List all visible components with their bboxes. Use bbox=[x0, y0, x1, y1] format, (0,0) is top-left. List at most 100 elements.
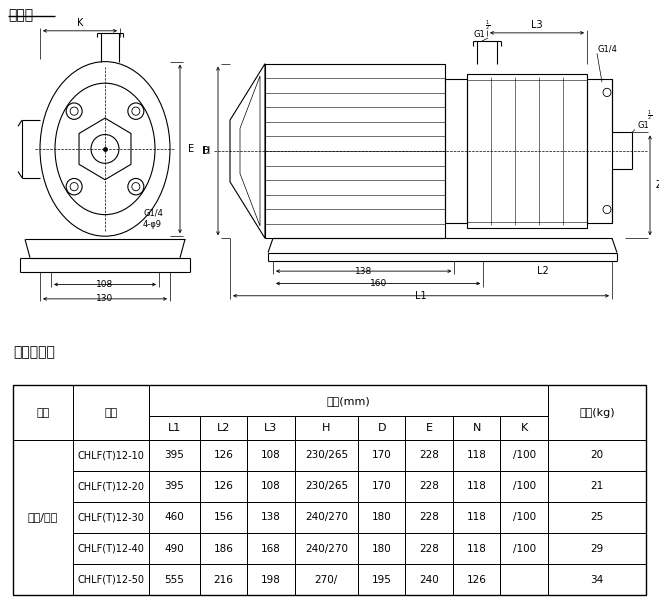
Bar bbox=[500, 471, 548, 502]
Bar bbox=[500, 533, 548, 564]
Bar bbox=[453, 471, 500, 502]
Text: L2: L2 bbox=[537, 266, 549, 276]
Text: 240/270: 240/270 bbox=[305, 543, 348, 554]
Text: G1: G1 bbox=[473, 30, 485, 39]
Text: 198: 198 bbox=[261, 575, 281, 584]
Bar bbox=[548, 502, 646, 533]
Text: 型号: 型号 bbox=[105, 408, 118, 418]
Bar bbox=[200, 416, 247, 440]
Bar bbox=[500, 440, 548, 471]
Bar bbox=[200, 564, 247, 595]
Bar bbox=[587, 79, 612, 223]
Text: 195: 195 bbox=[372, 575, 391, 584]
Text: 395: 395 bbox=[165, 450, 185, 461]
Bar bbox=[200, 440, 247, 471]
Text: D: D bbox=[378, 423, 386, 433]
Text: CHLF(T)12-30: CHLF(T)12-30 bbox=[78, 513, 144, 522]
Text: 228: 228 bbox=[419, 543, 439, 554]
Text: 186: 186 bbox=[214, 543, 233, 554]
Text: 460: 460 bbox=[165, 513, 185, 522]
Bar bbox=[149, 416, 200, 440]
Bar bbox=[13, 385, 646, 595]
Bar bbox=[405, 416, 453, 440]
Bar bbox=[467, 74, 587, 228]
Text: G1: G1 bbox=[637, 121, 648, 130]
Bar bbox=[149, 502, 200, 533]
Text: D: D bbox=[202, 146, 210, 156]
Text: 118: 118 bbox=[467, 543, 486, 554]
Bar bbox=[149, 533, 200, 564]
Text: 29: 29 bbox=[590, 543, 604, 554]
Bar bbox=[548, 533, 646, 564]
Text: 108: 108 bbox=[96, 280, 113, 289]
Text: G1/4: G1/4 bbox=[143, 208, 163, 217]
Text: Z: Z bbox=[656, 180, 659, 191]
Bar bbox=[295, 440, 358, 471]
Text: 三相/单相: 三相/单相 bbox=[28, 513, 58, 522]
Bar bbox=[295, 416, 358, 440]
Text: 138: 138 bbox=[355, 267, 372, 276]
Text: 尺寸和重量: 尺寸和重量 bbox=[13, 346, 55, 359]
Bar bbox=[405, 471, 453, 502]
Bar bbox=[149, 440, 200, 471]
Bar bbox=[405, 533, 453, 564]
Text: 395: 395 bbox=[165, 481, 185, 491]
Bar bbox=[149, 564, 200, 595]
Text: 4-φ9: 4-φ9 bbox=[143, 221, 162, 229]
Text: CHLF(T)12-40: CHLF(T)12-40 bbox=[78, 543, 144, 554]
Text: 240: 240 bbox=[419, 575, 439, 584]
Bar bbox=[247, 564, 295, 595]
Bar bbox=[295, 564, 358, 595]
Bar bbox=[247, 416, 295, 440]
Bar bbox=[73, 385, 149, 440]
Bar bbox=[548, 564, 646, 595]
Text: 228: 228 bbox=[419, 513, 439, 522]
Text: N: N bbox=[473, 423, 481, 433]
Text: 118: 118 bbox=[467, 513, 486, 522]
Text: 34: 34 bbox=[590, 575, 604, 584]
Bar bbox=[358, 440, 405, 471]
Text: 230/265: 230/265 bbox=[304, 481, 348, 491]
Text: L1: L1 bbox=[168, 423, 181, 433]
Text: 108: 108 bbox=[261, 450, 281, 461]
Text: L1: L1 bbox=[415, 291, 427, 301]
Text: L3: L3 bbox=[531, 20, 543, 30]
Text: 240/270: 240/270 bbox=[305, 513, 348, 522]
Bar bbox=[13, 385, 73, 440]
Bar bbox=[358, 471, 405, 502]
Text: H: H bbox=[202, 146, 210, 156]
Text: K: K bbox=[521, 423, 528, 433]
Bar bbox=[405, 440, 453, 471]
Text: /100: /100 bbox=[513, 450, 536, 461]
Text: CHLF(T)12-50: CHLF(T)12-50 bbox=[78, 575, 144, 584]
Text: 490: 490 bbox=[165, 543, 185, 554]
Bar bbox=[453, 502, 500, 533]
Text: L3: L3 bbox=[264, 423, 277, 433]
Text: 170: 170 bbox=[372, 481, 391, 491]
Text: 25: 25 bbox=[590, 513, 604, 522]
Bar bbox=[73, 440, 149, 471]
Text: 270/: 270/ bbox=[315, 575, 338, 584]
Bar bbox=[500, 502, 548, 533]
Text: 20: 20 bbox=[590, 450, 604, 461]
Text: G1/4: G1/4 bbox=[597, 45, 617, 54]
Bar bbox=[295, 533, 358, 564]
Text: K: K bbox=[77, 17, 83, 28]
Text: 电机: 电机 bbox=[36, 408, 49, 418]
Bar bbox=[149, 385, 548, 416]
Text: 126: 126 bbox=[467, 575, 486, 584]
Text: 168: 168 bbox=[261, 543, 281, 554]
Bar bbox=[73, 471, 149, 502]
Bar bbox=[13, 440, 73, 595]
Text: 170: 170 bbox=[372, 450, 391, 461]
Text: 138: 138 bbox=[261, 513, 281, 522]
Bar bbox=[548, 440, 646, 471]
Text: 180: 180 bbox=[372, 543, 391, 554]
Bar bbox=[405, 502, 453, 533]
Text: 216: 216 bbox=[214, 575, 233, 584]
Bar bbox=[73, 533, 149, 564]
Text: /100: /100 bbox=[513, 513, 536, 522]
Text: 126: 126 bbox=[214, 450, 233, 461]
Text: 180: 180 bbox=[372, 513, 391, 522]
Bar bbox=[295, 502, 358, 533]
